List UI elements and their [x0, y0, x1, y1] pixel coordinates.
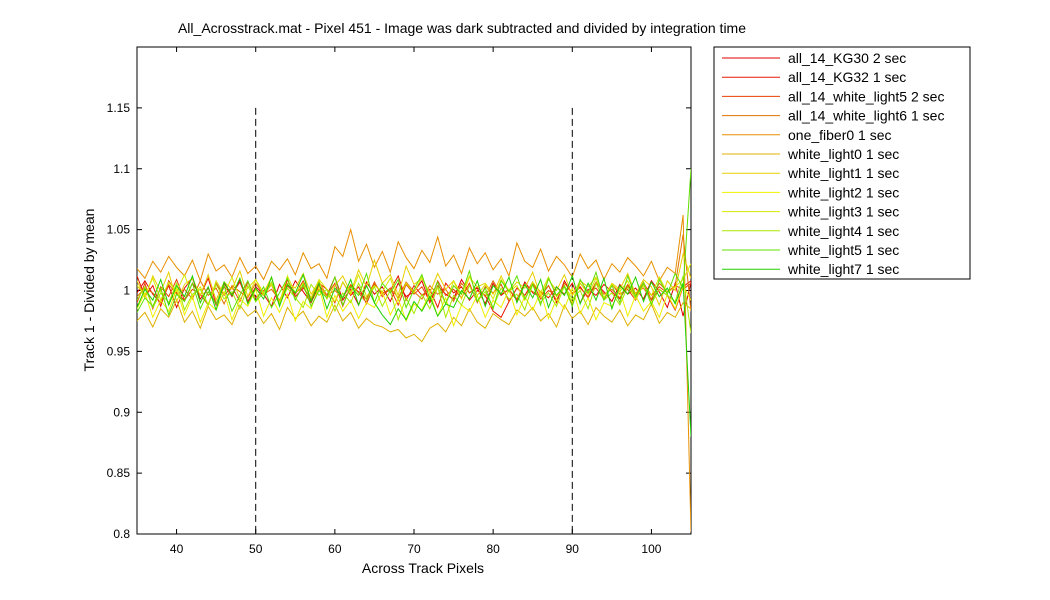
y-tick-label: 0.95: [107, 344, 131, 358]
chart-title: All_Acrosstrack.mat - Pixel 451 - Image …: [178, 20, 746, 36]
series-line-8: [137, 263, 691, 307]
legend-label: all_14_white_light6 1 sec: [788, 108, 944, 124]
legend-label: white_light4 1 sec: [787, 223, 899, 239]
series-line-7: [137, 284, 691, 328]
y-tick-label: 0.85: [107, 466, 131, 480]
legend-label: white_light0 1 sec: [787, 146, 899, 162]
y-axis-label: Track 1 - Divided by mean: [81, 209, 97, 372]
y-tick-label: 1.05: [107, 223, 131, 237]
y-tick-label: 1: [123, 284, 130, 298]
x-tick-label: 70: [407, 542, 421, 556]
y-tick-label: 1.15: [107, 101, 131, 115]
legend-box: [713, 46, 971, 280]
x-axis-label: Across Track Pixels: [362, 560, 484, 576]
series-line-5: [137, 298, 691, 343]
y-tick-label: 1.1: [113, 162, 130, 176]
legend[interactable]: all_14_KG30 2 sec all_14_KG32 1 sec all_14…: [713, 46, 971, 280]
legend-label: all_14_KG30 2 sec: [788, 50, 906, 66]
series-line-9: [137, 275, 691, 334]
legend-label: white_light3 1 sec: [787, 204, 899, 220]
x-tick-label: 50: [249, 542, 263, 556]
legend-label: all_14_white_light5 2 sec: [788, 88, 944, 104]
x-tick-label: 40: [170, 542, 184, 556]
legend-label: white_light1 1 sec: [787, 165, 899, 181]
legend-label: all_14_KG32 1 sec: [788, 69, 906, 85]
legend-label: white_light5 1 sec: [787, 242, 899, 258]
x-tick-label: 100: [641, 542, 661, 556]
series-lines: [137, 168, 691, 532]
series-line-10: [137, 168, 691, 317]
x-tick-label: 80: [486, 542, 500, 556]
y-tick-label: 0.8: [113, 527, 130, 541]
series-line-11: [137, 273, 691, 437]
axis-ticks: 40 50 60 70 80 90 100 0.8 0.85 0.9 0.95 1 1.05 1.1 1.1…: [107, 47, 691, 556]
legend-entries: all_14_KG30 2 sec all_14_KG32 1 sec all_14…: [722, 50, 944, 277]
series-line-4: [137, 214, 691, 532]
legend-label: white_light7 1 sec: [787, 261, 899, 277]
x-tick-label: 90: [566, 542, 580, 556]
legend-label: one_fiber0 1 sec: [788, 127, 892, 143]
legend-label: white_light2 1 sec: [787, 184, 899, 200]
y-tick-label: 0.9: [113, 405, 130, 419]
x-tick-label: 60: [328, 542, 342, 556]
reference-lines: [255, 107, 573, 534]
